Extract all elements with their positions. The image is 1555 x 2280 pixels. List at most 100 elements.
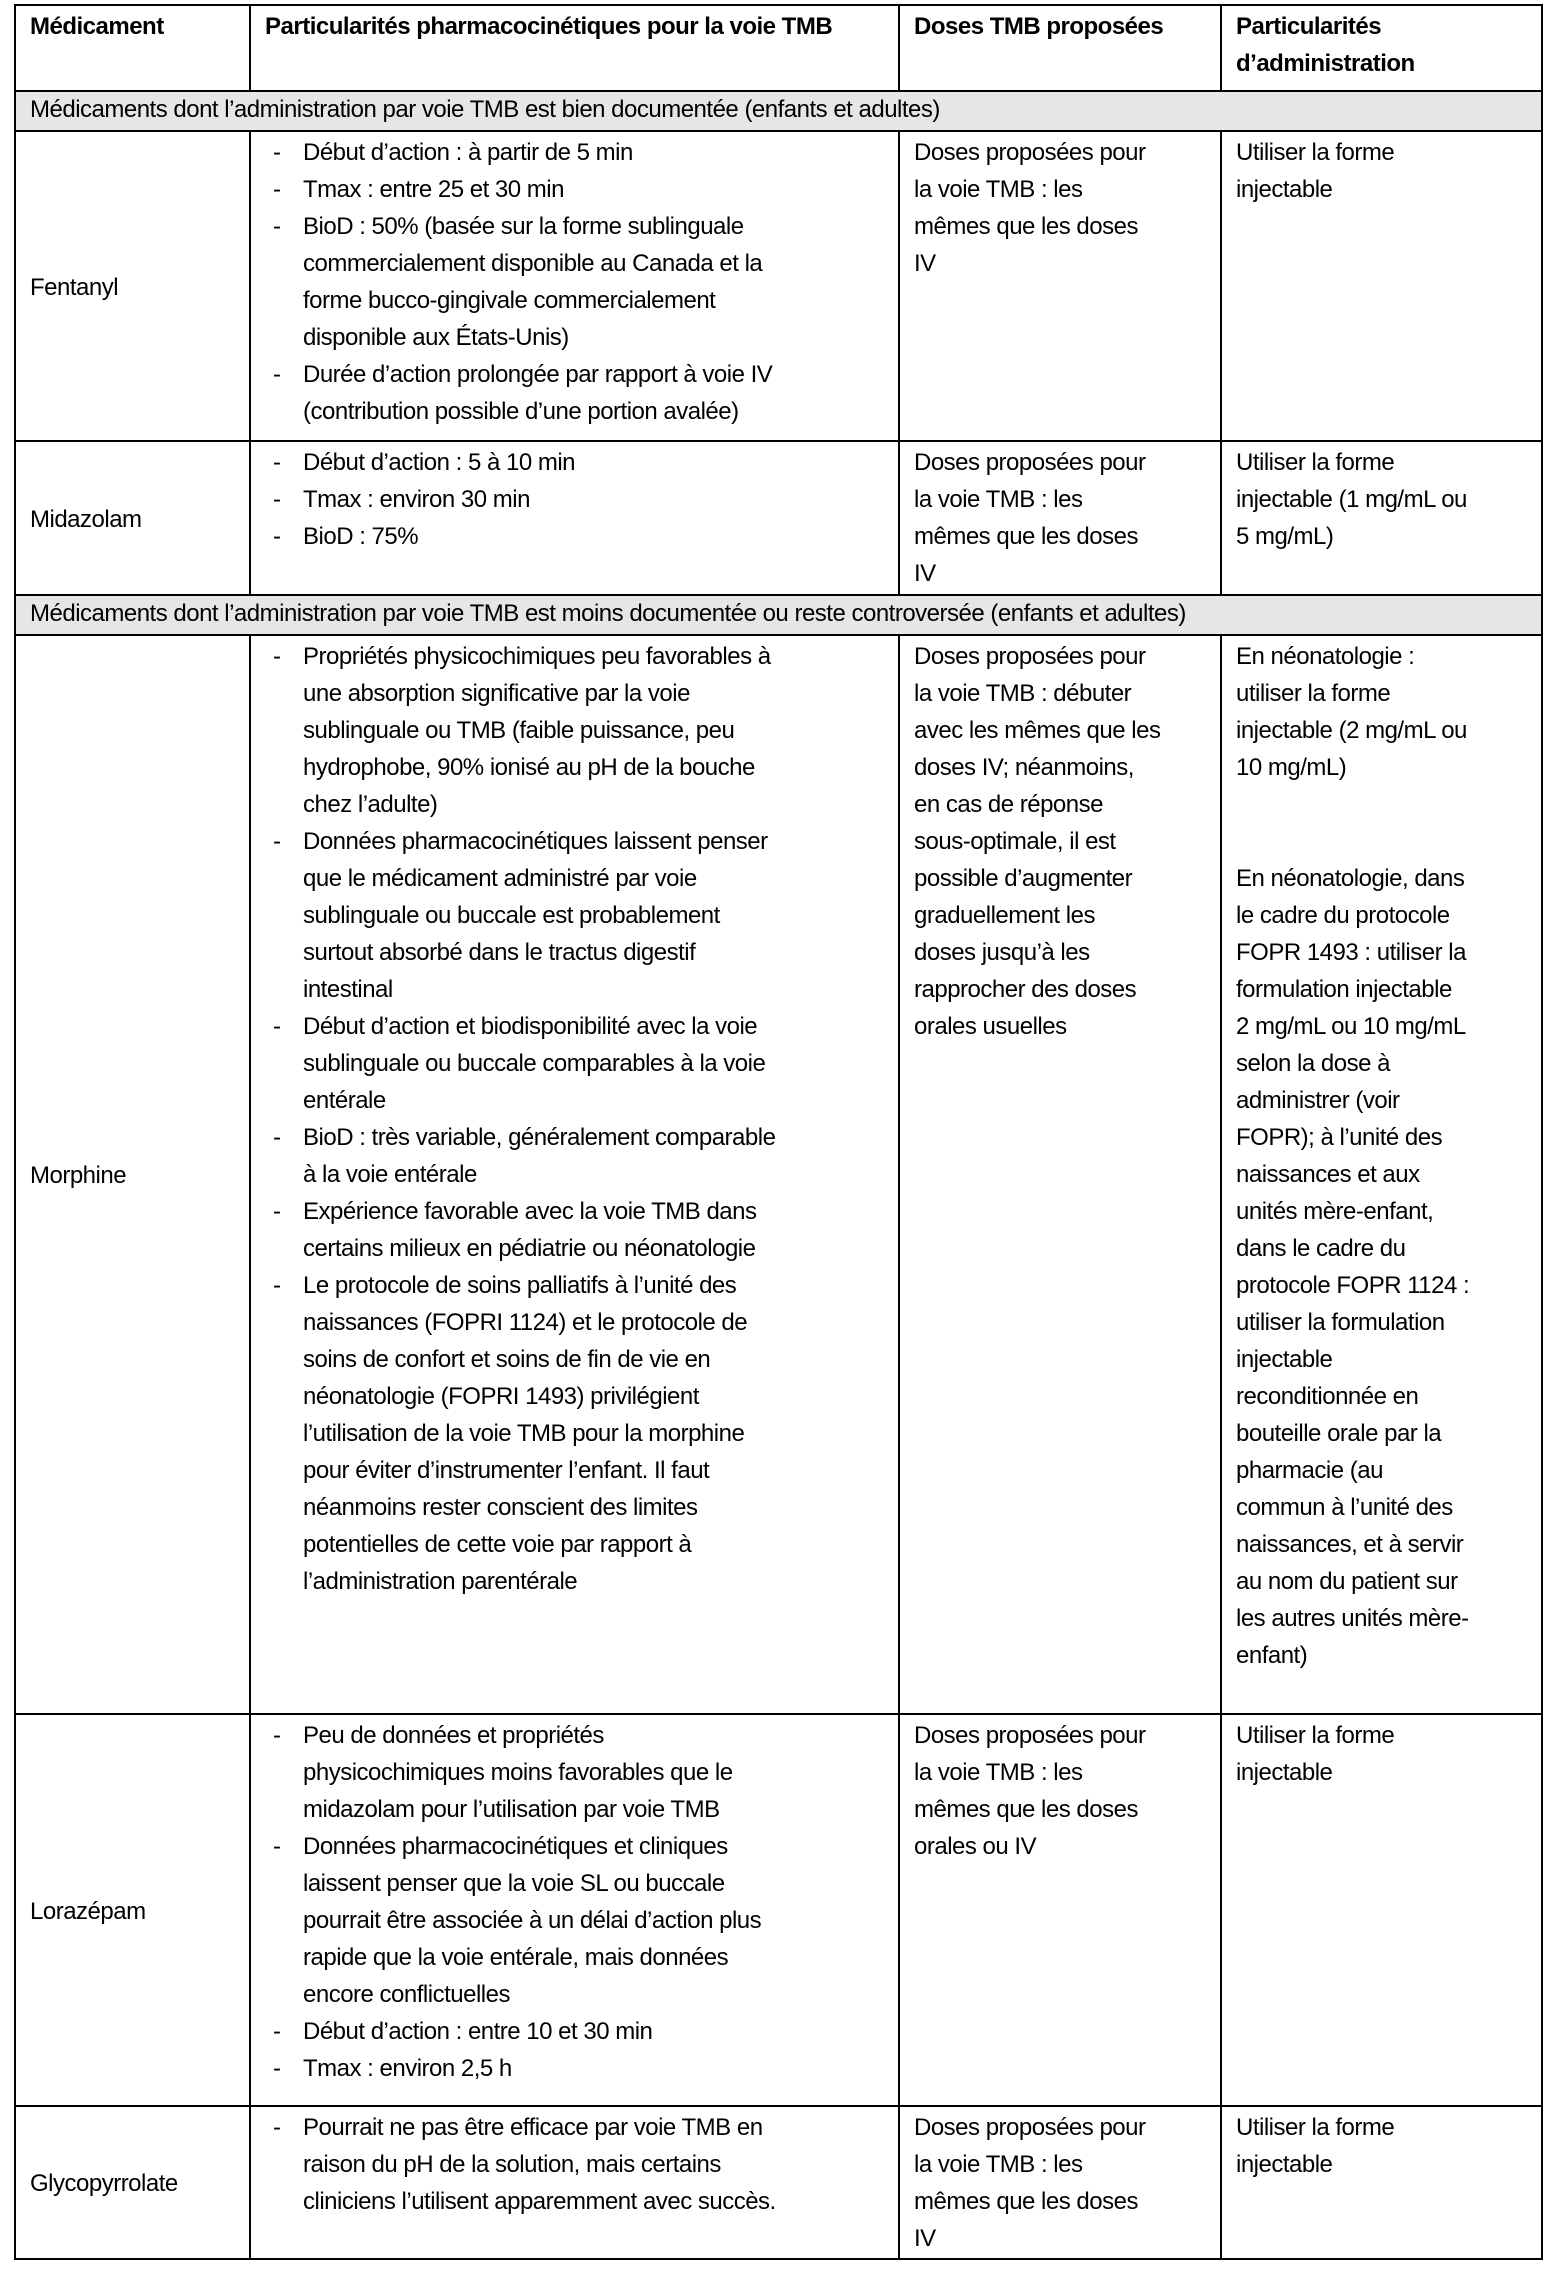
header-doses: Doses TMB proposées [898,4,1222,92]
table-row: FentanylDébut d’action : à partir de 5 m… [14,130,1543,442]
admin-cell: Utiliser la forme injectable [1220,130,1543,442]
text-line: pourrait être associée à un délai d’acti… [303,1907,762,1934]
text-line: Doses proposées pour [914,2114,1146,2141]
pk-list: Peu de données et propriétés physicochimi… [265,1717,888,2087]
text-line: forme bucco-gingivale commercialement [303,287,716,314]
text-line: certains milieux en pédiatrie ou néonato… [303,1235,756,1262]
text-line: injectable [1236,1759,1333,1786]
pk-bullet: Début d’action et biodisponibilité avec … [265,1008,888,1119]
text-line: injectable [1236,176,1333,203]
text-line: soins de confort et soins de fin de vie … [303,1346,711,1373]
text-line: IV [914,560,936,587]
text-line: 5 mg/mL) [1236,523,1334,550]
header-admin: Particularités d’administration [1220,4,1543,92]
text-line: sublinguale ou TMB (faible puissance, pe… [303,717,735,744]
drug-table: Médicament Particularités pharmacocinéti… [14,4,1543,2260]
text-line: naissances, et à servir [1236,1531,1464,1558]
text-line: mêmes que les doses [914,523,1138,550]
admin-paragraph: Utiliser la forme injectable [1236,1717,1531,1791]
text-line: FOPR); à l’unité des [1236,1124,1443,1151]
text-line: dans le cadre du [1236,1235,1406,1262]
text-line: intestinal [303,976,393,1003]
text-line: la voie TMB : les [914,486,1083,513]
text-line: Début d’action : entre 10 et 30 min [303,2018,653,2045]
text-line: pharmacie (au [1236,1457,1383,1484]
pk-bullet: Tmax : environ 30 min [265,481,888,518]
pk-cell: Début d’action : à partir de 5 min Tmax :… [249,130,900,442]
text-line: unités mère-enfant, [1236,1198,1434,1225]
text-line: reconditionnée en [1236,1383,1419,1410]
table-row: Morphine Propriétés physicochimiques peu … [14,634,1543,1715]
pk-list: Pourrait ne pas être efficace par voie T… [265,2109,888,2220]
pk-bullet: Début d’action : 5 à 10 min [265,444,888,481]
pk-bullet: Pourrait ne pas être efficace par voie T… [265,2109,888,2220]
text-line: entérale [303,1087,386,1114]
text-line: Expérience favorable avec la voie TMB da… [303,1198,757,1225]
text-line: utiliser la forme [1236,680,1391,707]
text-line: encore conflictuelles [303,1981,510,2008]
doses-cell: Doses proposées pour la voie TMB : les mêm… [898,2105,1222,2260]
text-line: la voie TMB : les [914,176,1083,203]
text-line: injectable (2 mg/mL ou [1236,717,1467,744]
drug-name: Glycopyrrolate [14,2105,251,2260]
text-line: rapide que la voie entérale, mais donnée… [303,1944,729,1971]
pk-bullet: Données pharmacocinétiques et cliniques l… [265,1828,888,2013]
text-line: naissances (FOPRI 1124) et le protocole … [303,1309,748,1336]
admin-paragraph: Utiliser la forme injectable [1236,2109,1531,2183]
pk-bullet: BioD : 50% (basée sur la forme sublingua… [265,208,888,356]
text-line: commercialement disponible au Canada et … [303,250,763,277]
text-line: Doses proposées pour [914,139,1146,166]
table-row: Lorazépam Peu de données et propriétés phy… [14,1713,1543,2107]
text-line: pour éviter d’instrumenter l’enfant. Il … [303,1457,710,1484]
pk-list: Propriétés physicochimiques peu favorabl… [265,638,888,1600]
text-line: Début d’action : à partir de 5 min [303,139,633,166]
text-line: les autres unités mère- [1236,1605,1469,1632]
pk-cell: Propriétés physicochimiques peu favorabl… [249,634,900,1715]
paragraph-gap [1236,786,1531,860]
pk-cell: Pourrait ne pas être efficace par voie T… [249,2105,900,2260]
pk-bullet: Tmax : entre 25 et 30 min [265,171,888,208]
text-line: orales ou IV [914,1833,1037,1860]
table-row: Glycopyrrolate Pourrait ne pas être effic… [14,2105,1543,2260]
text-line: surtout absorbé dans le tractus digestif [303,939,696,966]
text-line: mêmes que les doses [914,1796,1138,1823]
pk-bullet: Données pharmacocinétiques laissent pens… [265,823,888,1008]
text-line: injectable [1236,1346,1333,1373]
text-line: que le médicament administré par voie [303,865,697,892]
doses-cell: Doses proposées pour la voie TMB : les mêm… [898,130,1222,442]
section-title: Médicaments dont l’administration par vo… [14,594,1543,636]
pk-list: Début d’action : 5 à 10 min Tmax : enviro… [265,444,888,555]
text-line: Début d’action et biodisponibilité avec … [303,1013,758,1040]
text-line: naissances et aux [1236,1161,1420,1188]
text-line: En néonatologie, dans [1236,865,1465,892]
drug-name: Fentanyl [14,130,251,442]
text-line: à la voie entérale [303,1161,477,1188]
text-line: sous-optimale, il est [914,828,1116,855]
header-pk: Particularités pharmacocinétiques pour l… [249,4,900,92]
text-line: bouteille orale par la [1236,1420,1442,1447]
text-line: disponible aux États-Unis) [303,324,569,351]
text-line: Données pharmacocinétiques laissent pens… [303,828,768,855]
text-line: la voie TMB : débuter [914,680,1132,707]
pk-bullet: Début d’action : à partir de 5 min [265,134,888,171]
text-line: Tmax : environ 2,5 h [303,2055,512,2082]
text-line: sublinguale ou buccale est probablement [303,902,720,929]
text-line: Durée d’action prolongée par rapport à v… [303,361,773,388]
section-row: Médicaments dont l’administration par vo… [14,90,1543,132]
text-line: formulation injectable [1236,976,1452,1003]
text-line: doses IV; néanmoins, [914,754,1134,781]
text-line: doses jusqu’à les [914,939,1090,966]
text-line: laissent penser que la voie SL ou buccal… [303,1870,725,1897]
section-row: Médicaments dont l’administration par vo… [14,594,1543,636]
doses-cell: Doses proposées pour la voie TMB : les mêm… [898,440,1222,596]
text-line: (contribution possible d’une portion ava… [303,398,739,425]
text-line: Peu de données et propriétés [303,1722,604,1749]
text-line: avec les mêmes que les [914,717,1161,744]
text-line: 2 mg/mL ou 10 mg/mL [1236,1013,1466,1040]
text-line: sublinguale ou buccale comparables à la … [303,1050,766,1077]
text-line: IV [914,250,936,277]
text-line: FOPR 1493 : utiliser la [1236,939,1466,966]
section-title: Médicaments dont l’administration par vo… [14,90,1543,132]
text-line: au nom du patient sur [1236,1568,1458,1595]
text-line: néanmoins rester conscient des limites [303,1494,698,1521]
